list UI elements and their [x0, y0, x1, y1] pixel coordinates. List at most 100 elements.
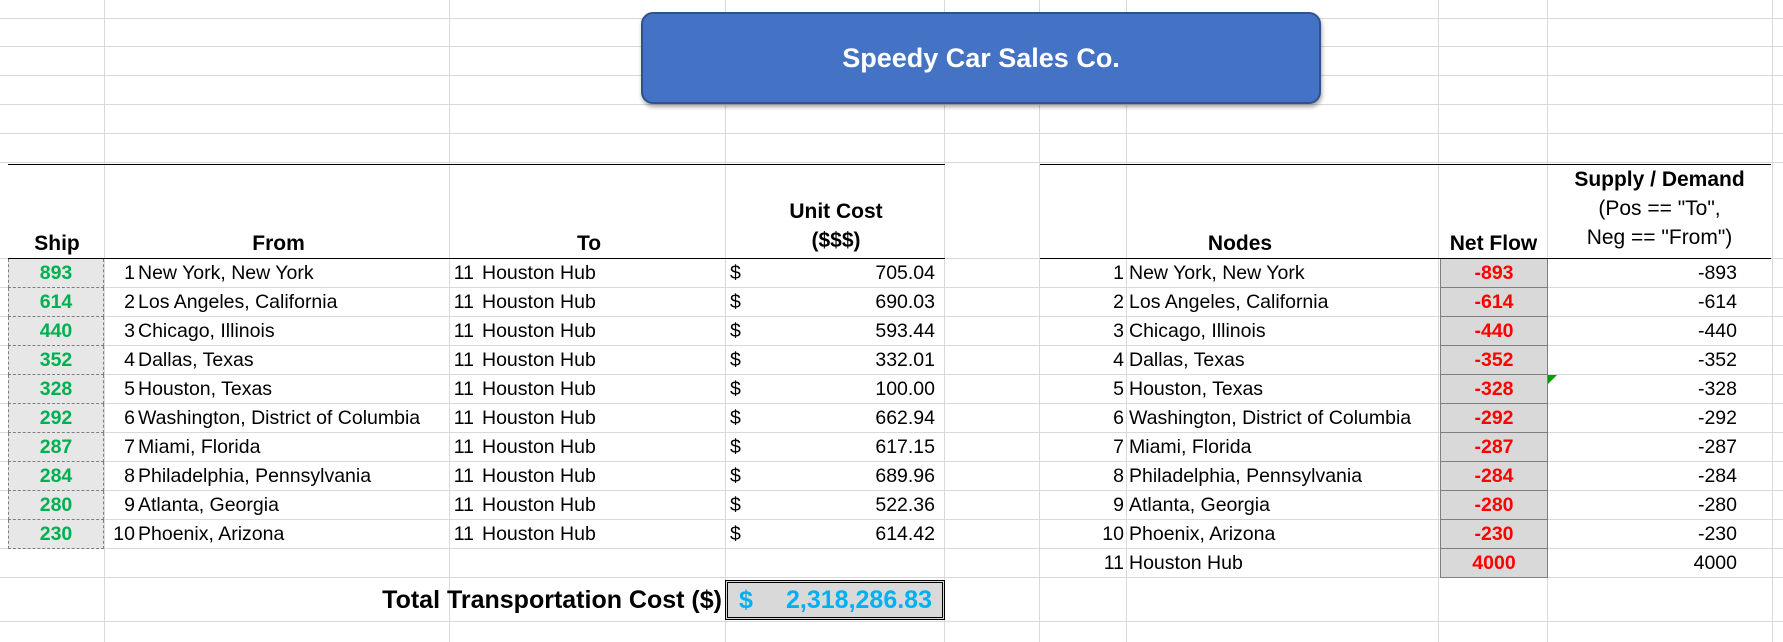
from-id: 8 [124, 465, 135, 487]
currency-symbol: $ [730, 291, 741, 313]
title-banner[interactable]: Speedy Car Sales Co. [641, 12, 1321, 104]
ship-cell[interactable]: 292 [8, 404, 104, 433]
node-name: Dallas, Texas [1129, 349, 1245, 371]
ship-cell[interactable]: 284 [8, 462, 104, 491]
net-flow-cell[interactable]: -292 [1440, 404, 1548, 433]
node-name: Miami, Florida [1129, 436, 1252, 458]
from-city: Philadelphia, Pennsylvania [138, 465, 372, 487]
supply-demand-value: -328 [1697, 378, 1737, 400]
from-city: Miami, Florida [138, 436, 261, 458]
currency-symbol: $ [730, 465, 741, 487]
unit-cost-value: 705.04 [875, 262, 935, 284]
node-name: Chicago, Illinois [1129, 320, 1266, 342]
ship-cell[interactable]: 287 [8, 433, 104, 462]
net-flow-cell[interactable]: -280 [1440, 491, 1548, 520]
header-unit-cost: Unit Cost ($$$) [727, 197, 945, 255]
net-flow-cell[interactable]: -230 [1440, 520, 1548, 549]
currency-symbol: $ [730, 436, 741, 458]
from-id: 3 [124, 320, 135, 342]
to-city: Houston Hub [482, 378, 596, 400]
ship-cell[interactable]: 280 [8, 491, 104, 520]
to-id: 11 [453, 465, 474, 487]
unit-cost-value: 662.94 [875, 407, 935, 429]
header-unit-cost-line1: Unit Cost [789, 200, 883, 223]
from-id: 5 [124, 378, 135, 400]
unit-cost-value: 100.00 [875, 378, 935, 400]
supply-demand-value: -893 [1697, 262, 1737, 284]
supply-demand-value: -292 [1697, 407, 1737, 429]
right-table-header-rule [1040, 258, 1771, 259]
to-city: Houston Hub [482, 262, 596, 284]
node-id: 3 [1113, 320, 1124, 342]
ship-cell[interactable]: 440 [8, 317, 104, 346]
from-city: Chicago, Illinois [138, 320, 275, 342]
supply-demand-value: -280 [1697, 494, 1737, 516]
header-to: To [576, 232, 602, 255]
supply-demand-value: -352 [1697, 349, 1737, 371]
to-city: Houston Hub [482, 494, 596, 516]
net-flow-cell[interactable]: -284 [1440, 462, 1548, 491]
node-name: Atlanta, Georgia [1129, 494, 1270, 516]
net-flow-cell[interactable]: -614 [1440, 288, 1548, 317]
node-id: 11 [1103, 552, 1124, 574]
left-table-header-rule [8, 258, 945, 259]
comment-indicator-icon [1548, 375, 1557, 384]
supply-demand-value: -440 [1697, 320, 1737, 342]
node-name: Phoenix, Arizona [1129, 523, 1276, 545]
net-flow-cell[interactable]: -893 [1440, 259, 1548, 288]
from-city: New York, New York [138, 262, 314, 284]
net-flow-cell[interactable]: -352 [1440, 346, 1548, 375]
currency-symbol: $ [730, 320, 741, 342]
ship-cell[interactable]: 328 [8, 375, 104, 404]
from-id: 6 [124, 407, 135, 429]
node-name: Washington, District of Columbia [1129, 407, 1412, 429]
ship-cell[interactable]: 352 [8, 346, 104, 375]
to-city: Houston Hub [482, 349, 596, 371]
node-id: 8 [1113, 465, 1124, 487]
unit-cost-value: 614.42 [875, 523, 935, 545]
node-name: Los Angeles, California [1129, 291, 1329, 313]
to-id: 11 [453, 349, 474, 371]
supply-demand-value: -614 [1697, 291, 1737, 313]
to-city: Houston Hub [482, 291, 596, 313]
node-id: 6 [1113, 407, 1124, 429]
from-id: 4 [124, 349, 135, 371]
supply-demand-value: 4000 [1693, 552, 1737, 574]
net-flow-cell[interactable]: -440 [1440, 317, 1548, 346]
header-supply-demand: Supply / Demand (Pos == "To", Neg == "Fr… [1548, 165, 1771, 252]
to-city: Houston Hub [482, 523, 596, 545]
from-id: 7 [124, 436, 135, 458]
ship-cell[interactable]: 230 [8, 520, 104, 549]
unit-cost-value: 617.15 [875, 436, 935, 458]
currency-symbol: $ [730, 262, 741, 284]
ship-cell[interactable]: 893 [8, 259, 104, 288]
node-id: 10 [1102, 523, 1124, 545]
node-name: Philadelphia, Pennsylvania [1129, 465, 1363, 487]
currency-symbol: $ [730, 349, 741, 371]
from-id: 1 [124, 262, 135, 284]
header-net-flow: Net Flow [1449, 232, 1538, 255]
net-flow-cell[interactable]: -328 [1440, 375, 1548, 404]
total-label: Total Transportation Cost ($) [382, 586, 722, 614]
net-flow-cell[interactable]: -287 [1440, 433, 1548, 462]
currency-symbol: $ [730, 407, 741, 429]
header-nodes: Nodes [1207, 232, 1273, 255]
from-id: 9 [124, 494, 135, 516]
total-cost-cell[interactable]: $ 2,318,286.83 [725, 580, 945, 620]
currency-symbol: $ [730, 523, 741, 545]
currency-symbol: $ [730, 378, 741, 400]
to-id: 11 [453, 494, 474, 516]
currency-symbol: $ [730, 494, 741, 516]
node-name: Houston Hub [1129, 552, 1243, 574]
header-supply-line2: (Pos == "To", [1598, 197, 1721, 220]
supply-demand-value: -284 [1697, 465, 1737, 487]
from-city: Dallas, Texas [138, 349, 254, 371]
net-flow-cell[interactable]: 4000 [1440, 549, 1548, 578]
to-city: Houston Hub [482, 407, 596, 429]
ship-cell[interactable]: 614 [8, 288, 104, 317]
left-table-top-rule [8, 164, 945, 165]
total-currency: $ [739, 586, 753, 614]
node-id: 4 [1113, 349, 1124, 371]
header-supply-line3: Neg == "From") [1586, 226, 1733, 249]
unit-cost-value: 522.36 [875, 494, 935, 516]
